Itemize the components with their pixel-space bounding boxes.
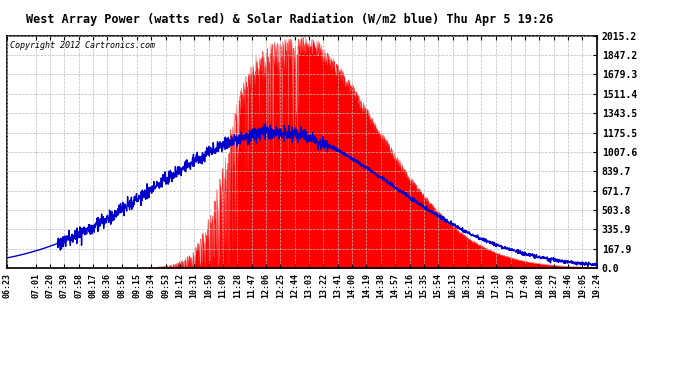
Text: Copyright 2012 Cartronics.com: Copyright 2012 Cartronics.com bbox=[10, 42, 155, 51]
Text: West Array Power (watts red) & Solar Radiation (W/m2 blue) Thu Apr 5 19:26: West Array Power (watts red) & Solar Rad… bbox=[26, 13, 553, 26]
